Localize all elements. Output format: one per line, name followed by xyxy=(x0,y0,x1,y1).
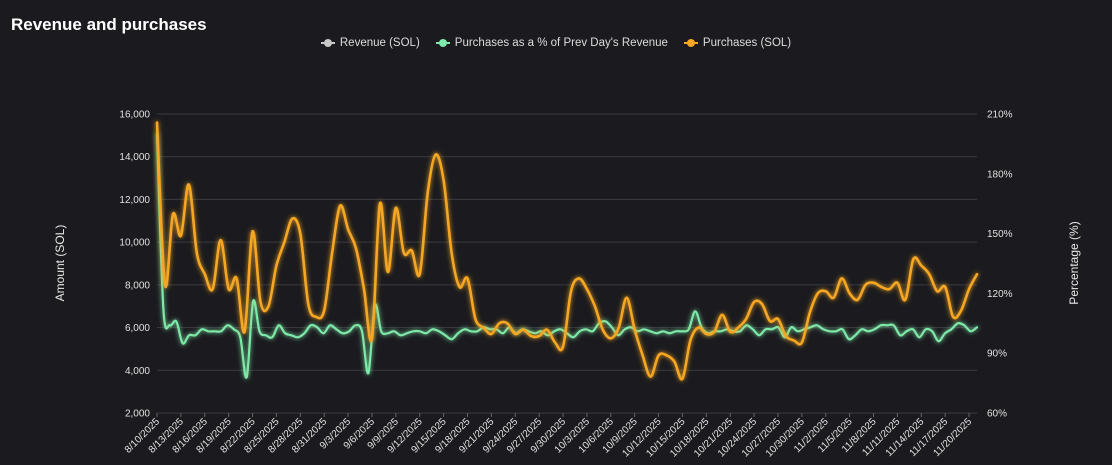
legend-label-purchases-pct: Purchases as a % of Prev Day's Revenue xyxy=(454,37,668,49)
y-axis-title-right: Percentage (%) xyxy=(1067,221,1081,304)
y-tick-label-left: 14,000 xyxy=(119,152,150,163)
chart-legend: Revenue (SOL) Purchases as a % of Prev D… xyxy=(0,37,1112,49)
series-line-purchases xyxy=(155,121,979,381)
legend-label-purchases: Purchases (SOL) xyxy=(702,37,792,49)
y-axis-right: 60% 90% 120% 150% 180% 210% xyxy=(987,110,1013,420)
y-tick-label-left: 6,000 xyxy=(125,323,150,334)
y-tick-label-left: 2,000 xyxy=(125,409,150,420)
x-axis: 8/10/20258/13/20258/16/20258/19/20258/22… xyxy=(123,413,974,460)
legend-label-revenue: Revenue (SOL) xyxy=(339,37,420,49)
y-axis-title-left: Amount (SOL) xyxy=(53,225,67,302)
y-tick-label-left: 16,000 xyxy=(119,110,150,121)
legend-item-purchases-pct[interactable]: Purchases as a % of Prev Day's Revenue xyxy=(435,37,668,49)
legend-item-purchases[interactable]: Purchases (SOL) xyxy=(683,37,792,49)
legend-item-revenue[interactable]: Revenue (SOL) xyxy=(320,37,420,49)
y-tick-label-left: 8,000 xyxy=(125,280,150,291)
y-tick-label-right: 210% xyxy=(987,110,1013,121)
series-lines xyxy=(155,121,979,381)
y-tick-label-left: 4,000 xyxy=(125,366,150,377)
y-tick-label-left: 10,000 xyxy=(119,238,150,249)
y-tick-label-right: 180% xyxy=(987,169,1013,180)
y-tick-label-left: 12,000 xyxy=(119,195,150,206)
legend-marker-icon xyxy=(683,38,698,48)
legend-marker-icon xyxy=(435,38,450,48)
y-tick-label-right: 60% xyxy=(987,409,1007,420)
y-tick-label-right: 90% xyxy=(987,349,1007,360)
y-tick-label-right: 120% xyxy=(987,289,1013,300)
y-axis-left: 2,000 4,000 6,000 8,000 10,000 12,000 14,000 16… xyxy=(119,110,150,420)
legend-marker-icon xyxy=(320,38,335,48)
y-tick-label-right: 150% xyxy=(987,229,1013,240)
grid-lines xyxy=(157,113,977,414)
chart-title: Revenue and purchases xyxy=(11,15,207,34)
